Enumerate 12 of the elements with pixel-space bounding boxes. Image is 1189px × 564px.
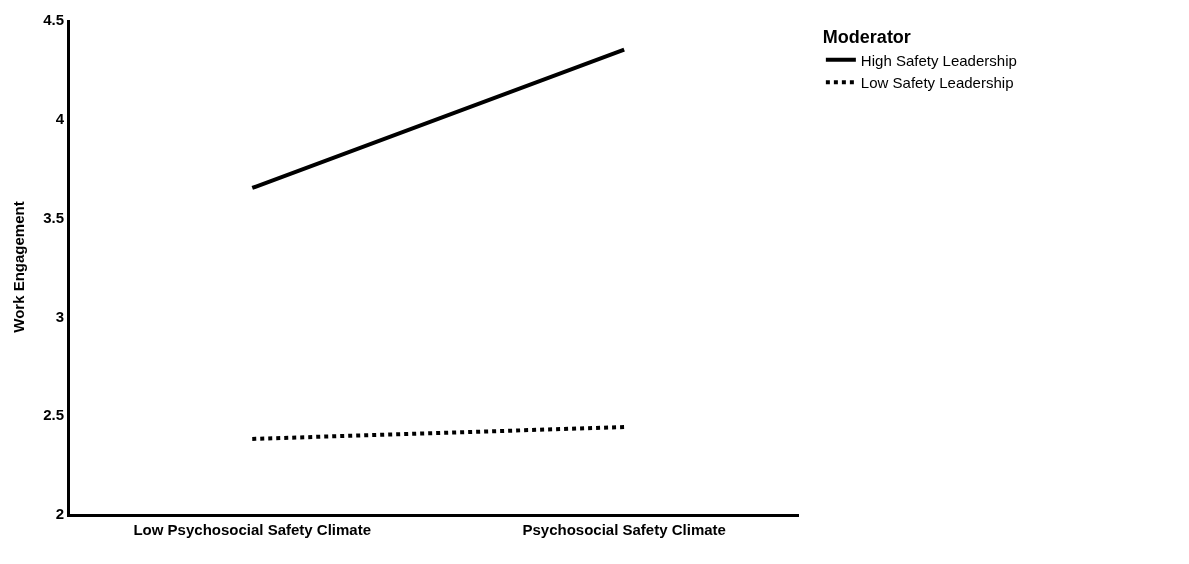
y-tick-label: 2	[55, 505, 64, 523]
y-tick-label: 3	[55, 307, 64, 325]
legend-label: High Safety Leadership	[860, 51, 1017, 69]
legend-label: Low Safety Leadership	[860, 74, 1014, 91]
x-tick-label: Low Psychosocial Safety Climate	[133, 521, 372, 538]
legend-title: Moderator	[822, 27, 911, 48]
y-axis-title: Work Engagement	[10, 201, 28, 333]
y-tick-label: 2.5	[43, 406, 64, 424]
y-tick-label: 4.5	[43, 11, 64, 29]
x-tick-label: Psychosocial Safety Climate	[522, 521, 726, 538]
y-tick-label: 3.5	[43, 208, 64, 226]
y-tick-label: 4	[55, 110, 65, 128]
